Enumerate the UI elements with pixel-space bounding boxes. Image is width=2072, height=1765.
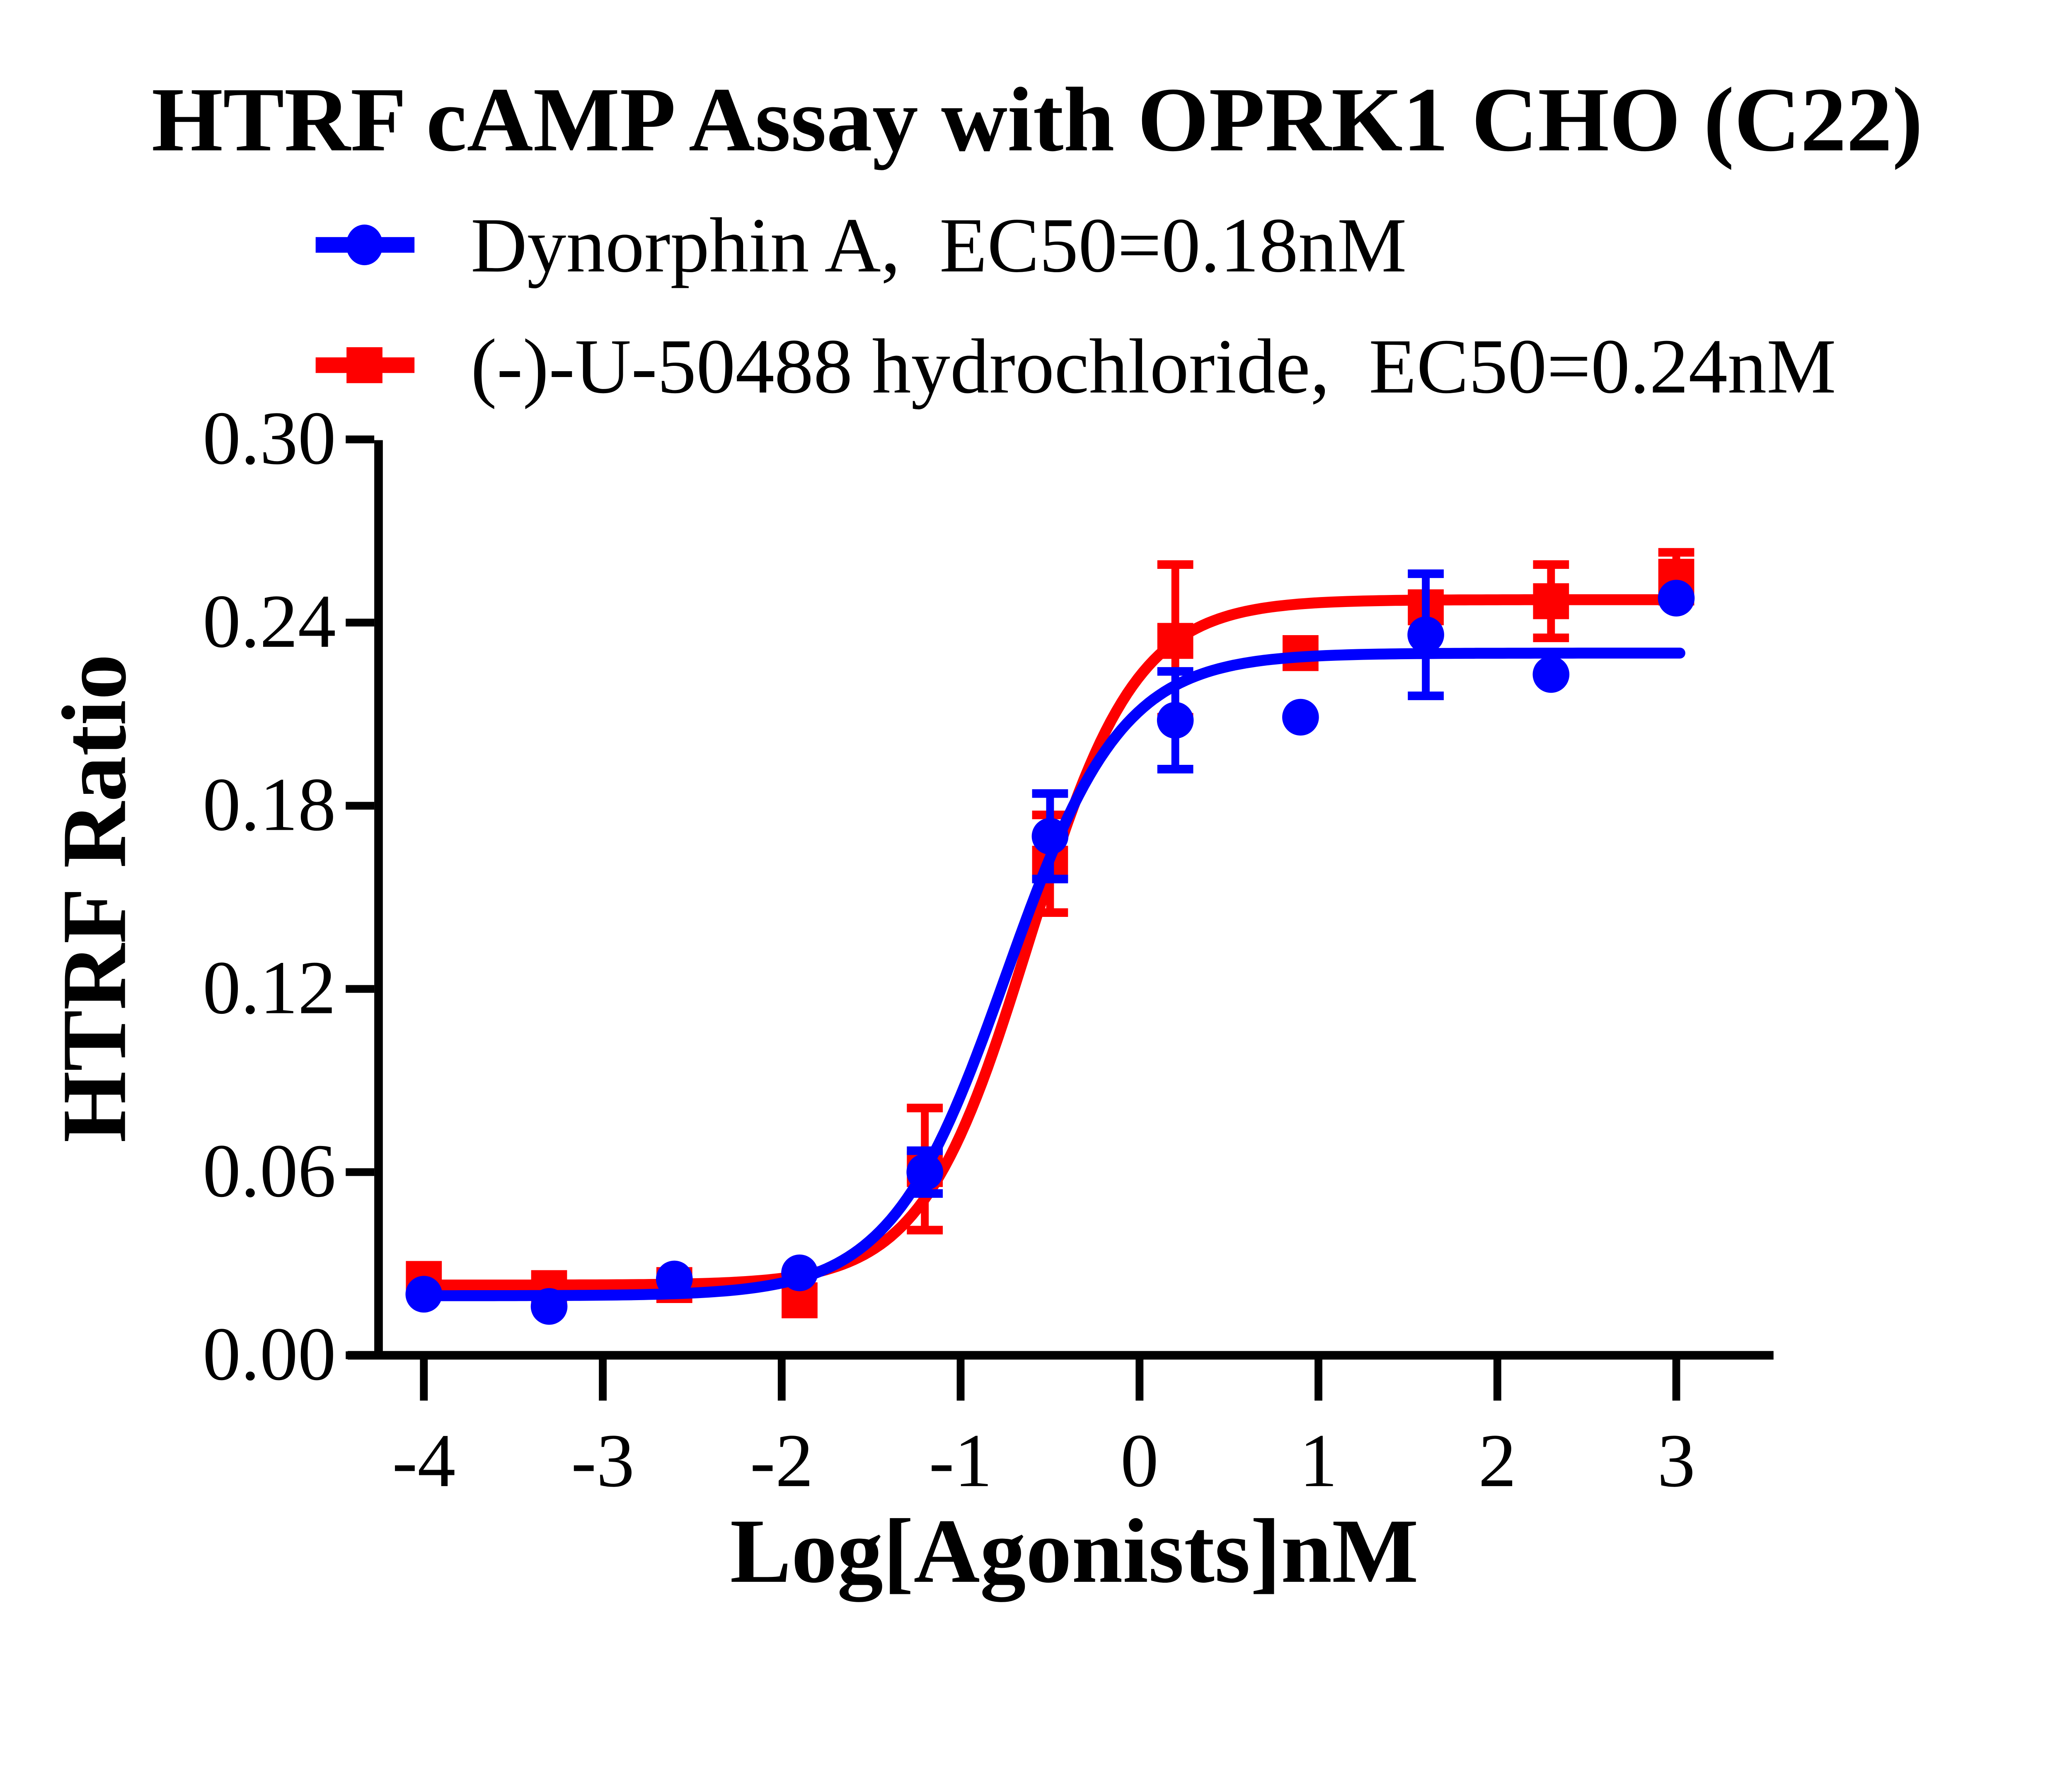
figure: HTRF cAMP Assay with OPRK1 CHO (C22) Dyn… [43, 68, 1923, 1602]
x-tick-label: -3 [571, 1418, 634, 1503]
fit-curve [418, 648, 1685, 1301]
y-tick-label: 0.18 [203, 762, 336, 846]
x-axis-title: Log[Agonists]nM [730, 1500, 1418, 1602]
data-point-square [1157, 623, 1193, 659]
y-tick-label: 0.24 [203, 579, 336, 663]
plot-area [405, 548, 1695, 1325]
legend-square-marker-icon [346, 347, 382, 383]
series-Dynorphin A [405, 569, 1695, 1325]
data-point-circle [906, 1153, 944, 1191]
x-tick-label: -2 [750, 1418, 813, 1503]
data-point-circle [1157, 702, 1194, 739]
data-point-circle [656, 1260, 693, 1298]
legend-label-u50488: (-)-U-50488 hydrochloride, EC50=0.24nM [471, 323, 1836, 409]
legend: Dynorphin A, EC50=0.18nM (-)-U-50488 hyd… [315, 202, 1836, 409]
data-point-circle [1282, 699, 1319, 736]
data-point-circle [1407, 616, 1444, 653]
legend-item-u50488: (-)-U-50488 hydrochloride, EC50=0.24nM [315, 323, 1836, 409]
x-tick-label: 0 [1121, 1418, 1159, 1503]
series-(-)-U-50488 hydrochloride [406, 548, 1694, 1318]
y-axis-title: HTRF Ratio [44, 654, 145, 1143]
data-point-circle [781, 1254, 818, 1291]
x-tick-label: -1 [929, 1418, 992, 1503]
fit-curve [418, 594, 1685, 1291]
legend-circle-marker-icon [346, 225, 383, 266]
axes [347, 440, 1774, 1360]
y-tick-label: 0.12 [203, 945, 336, 1030]
data-point-circle [1031, 818, 1069, 855]
axis-ticks: -4 -3 -2 -1 0 1 2 3 0.00 0.06 0.12 0.18 0.24 0.30 [203, 396, 1695, 1503]
data-point-circle [530, 1288, 568, 1325]
data-point-circle [405, 1276, 443, 1313]
data-point-square [1533, 583, 1569, 619]
legend-label-dynorphin: Dynorphin A, EC50=0.18nM [471, 202, 1407, 288]
x-tick-label: 2 [1478, 1418, 1516, 1503]
y-tick-label: 0.00 [203, 1312, 336, 1396]
y-tick-label: 0.06 [203, 1128, 336, 1213]
chart-title: HTRF cAMP Assay with OPRK1 CHO (C22) [152, 69, 1923, 170]
x-tick-label: 1 [1300, 1418, 1338, 1503]
x-tick-label: 3 [1657, 1418, 1695, 1503]
dose-response-chart: HTRF cAMP Assay with OPRK1 CHO (C22) Dyn… [43, 68, 1923, 1602]
legend-item-dynorphin: Dynorphin A, EC50=0.18nM [315, 202, 1407, 288]
x-tick-label: -4 [392, 1418, 455, 1503]
data-point-circle [1532, 656, 1570, 693]
y-tick-label: 0.30 [203, 396, 336, 480]
data-point-circle [1658, 580, 1695, 617]
